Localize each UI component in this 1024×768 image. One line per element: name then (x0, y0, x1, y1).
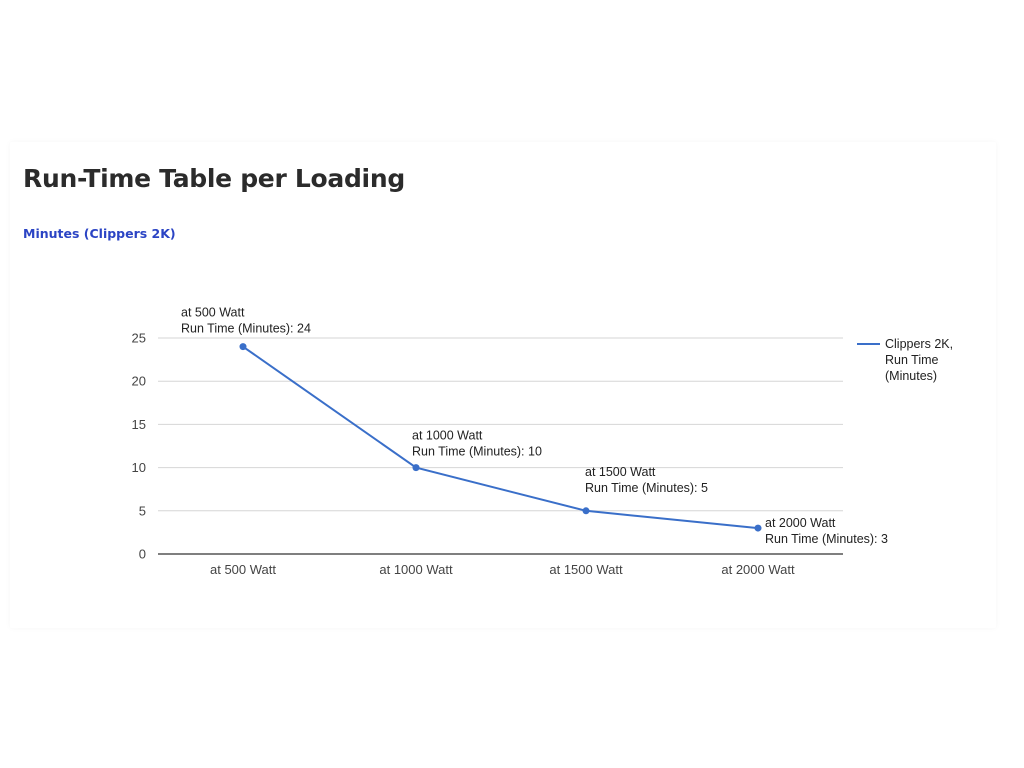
data-label-title: at 1000 Watt (412, 429, 483, 443)
data-label-title: at 500 Watt (181, 306, 245, 320)
y-tick-label: 20 (132, 374, 146, 389)
x-tick-label: at 2000 Watt (721, 562, 795, 577)
data-point (754, 524, 762, 532)
data-label-title: at 1500 Watt (585, 465, 656, 479)
data-point (412, 464, 420, 472)
y-tick-label: 15 (132, 417, 146, 432)
data-point (239, 343, 247, 351)
data-point (582, 507, 590, 515)
y-tick-label: 10 (132, 460, 146, 475)
x-tick-label: at 1000 Watt (379, 562, 453, 577)
legend-label: Run Time (885, 353, 939, 367)
y-tick-label: 0 (139, 547, 146, 562)
data-label-value: Run Time (Minutes): 10 (412, 445, 542, 459)
data-label-value: Run Time (Minutes): 3 (765, 532, 888, 546)
data-label-value: Run Time (Minutes): 5 (585, 481, 708, 495)
page-title: Run-Time Table per Loading (23, 164, 405, 193)
y-tick-label: 5 (139, 503, 146, 518)
x-tick-label: at 1500 Watt (549, 562, 623, 577)
data-label-title: at 2000 Watt (765, 516, 836, 530)
data-label-value: Run Time (Minutes): 24 (181, 322, 311, 336)
y-tick-label: 25 (132, 331, 146, 346)
legend-label: (Minutes) (885, 369, 937, 383)
legend-label: Clippers 2K, (885, 337, 953, 351)
series-line (242, 345, 759, 530)
chart-subtitle: Minutes (Clippers 2K) (23, 226, 176, 241)
chart-card (10, 142, 996, 628)
x-tick-label: at 500 Watt (210, 562, 276, 577)
